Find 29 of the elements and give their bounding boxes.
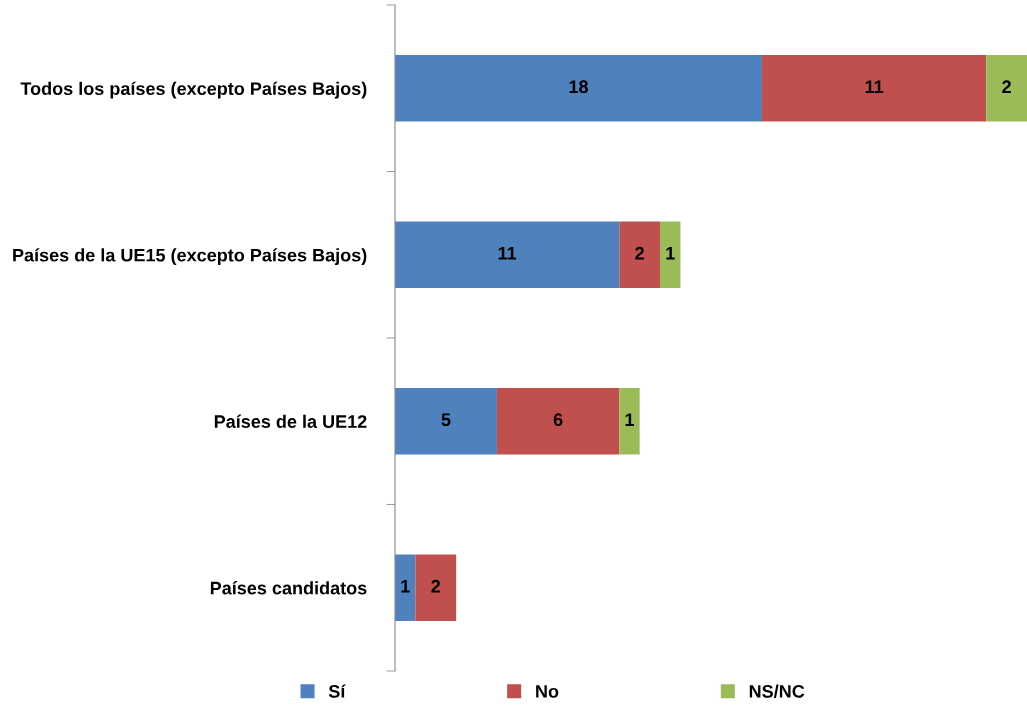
data-label: 2 <box>1002 80 1011 93</box>
bar <box>395 221 620 289</box>
bar <box>619 387 640 455</box>
data-label: 2 <box>431 579 441 593</box>
data-label: 1 <box>666 247 675 260</box>
bar <box>395 554 416 622</box>
legend-label: No <box>536 685 559 698</box>
y-tick-label: Países candidatos <box>210 581 367 595</box>
bar <box>395 387 497 455</box>
data-label: 2 <box>635 246 644 260</box>
data-label: 1 <box>401 580 410 593</box>
y-tick-label: Países de la UE12 <box>214 414 367 428</box>
bar <box>761 54 987 122</box>
data-label: 1 <box>625 413 634 426</box>
data-label: 6 <box>553 413 563 427</box>
y-tick-label: Países de la UE15 (excepto Países Bajos) <box>13 248 367 266</box>
bar <box>395 54 762 122</box>
data-label: 11 <box>498 247 517 260</box>
bar <box>496 387 620 455</box>
data-label: 11 <box>865 80 884 93</box>
data-label: 18 <box>569 80 588 94</box>
bar <box>986 54 1027 122</box>
y-tick-label: Todos los países (excepto Países Bajos) <box>20 81 367 99</box>
bar <box>619 221 661 289</box>
bar <box>415 554 457 622</box>
bar <box>660 221 681 289</box>
data-label: 5 <box>441 413 451 427</box>
legend-label: Sí <box>328 684 346 698</box>
legend-label: NS/NC <box>749 684 805 698</box>
